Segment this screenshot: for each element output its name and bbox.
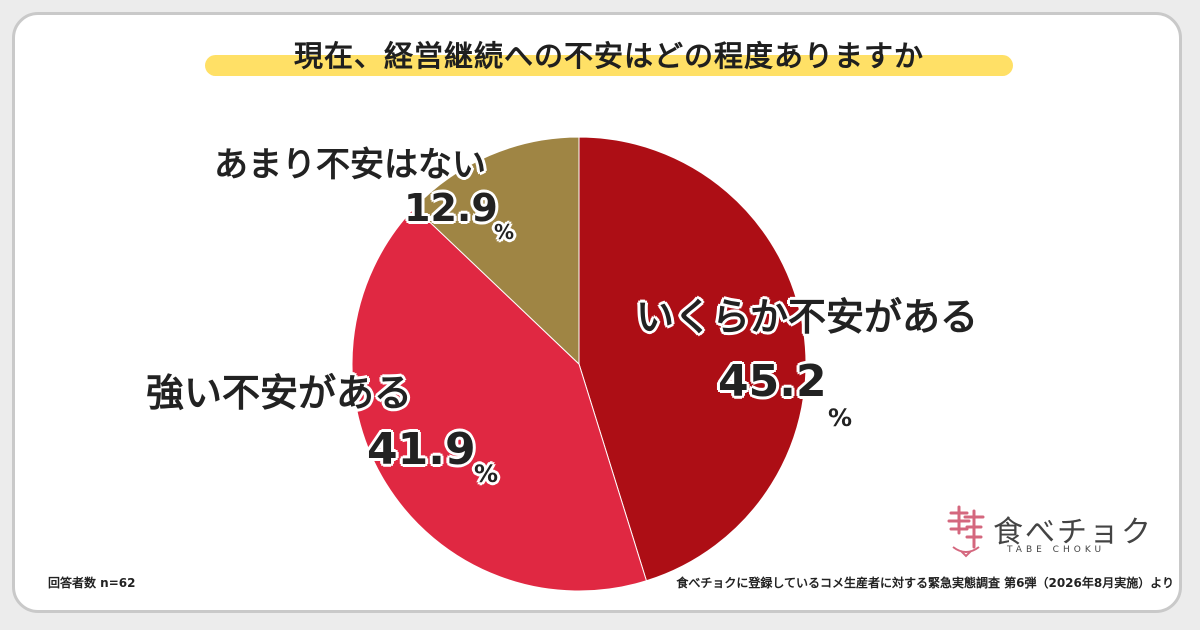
slice-value-0: 45.2 (718, 356, 827, 407)
logo-mark-icon (947, 505, 985, 558)
pie-slice-0 (578, 136, 807, 582)
chart-title: 現在、経営継続への不安はどの程度ありますか (293, 39, 924, 73)
source-note: 食べチョクに登録しているコメ生産者に対する緊急実態調査 第6弾（2026年8月実… (676, 576, 1174, 590)
title-area: 現在、経営継続への不安はどの程度ありますか (205, 36, 1013, 86)
tabechoku-logo: 食べチョク TABE CHOKU (943, 503, 1151, 563)
slice-value-2: 12.9 (404, 186, 498, 230)
logo-text: 食べチョク (993, 515, 1153, 550)
pie-slice-1 (351, 206, 648, 592)
slice-unit-0: % (828, 404, 853, 432)
logo-subtext: TABE CHOKU (1007, 545, 1106, 555)
slice-unit-1: % (474, 460, 499, 488)
slice-label-1: 強い不安がある (146, 371, 413, 415)
pie-slice-2 (413, 136, 580, 366)
slice-unit-2: % (494, 220, 515, 244)
slice-value-1: 41.9 (367, 424, 476, 475)
slice-label-0: いくらか不安がある (636, 295, 979, 339)
sample-size: 回答者数 n=62 (48, 576, 136, 590)
slice-label-2: あまり不安はない (214, 145, 486, 185)
title-highlight (205, 55, 1013, 76)
